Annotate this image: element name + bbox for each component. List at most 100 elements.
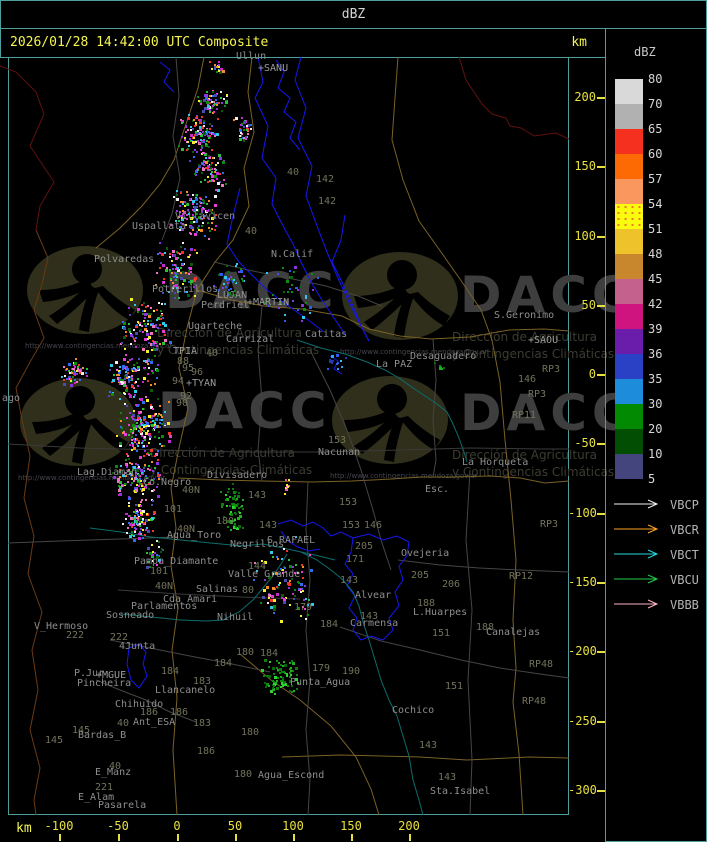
echo-dot (188, 273, 190, 275)
echo-dot (146, 566, 149, 569)
echo-dot (152, 470, 154, 472)
echo-dot (123, 384, 126, 387)
echo-dot (199, 126, 202, 129)
echo-dot (200, 103, 202, 105)
echo-dot (154, 426, 156, 428)
echo-dot (201, 218, 203, 220)
echo-dot (154, 455, 156, 457)
echo-dot (136, 469, 139, 472)
echo-dot (160, 318, 162, 320)
echo-dot (190, 283, 192, 285)
echo-dot (70, 384, 73, 387)
echo-dot (157, 474, 160, 477)
echo-dot (272, 688, 275, 691)
echo-dot (211, 162, 213, 164)
echo-dot (133, 438, 135, 440)
echo-dot (136, 324, 138, 326)
echo-dot (147, 561, 149, 563)
echo-dot (143, 430, 145, 432)
echo-dot (229, 293, 231, 295)
echo-dot (143, 470, 145, 472)
echo-dot (230, 529, 232, 531)
echo-dot (161, 314, 163, 316)
place-label: Uspallata (132, 221, 187, 232)
echo-dot (147, 373, 149, 375)
echo-dot (142, 470, 144, 472)
echo-dot (280, 664, 282, 666)
echo-dot (145, 499, 147, 501)
echo-dot (209, 209, 212, 212)
echo-dot (296, 688, 298, 690)
echo-dot (337, 368, 339, 370)
echo-dot (273, 673, 275, 675)
route-label: RP12 (509, 571, 534, 582)
radar-arrow-icon (614, 549, 659, 559)
echo-dot (212, 95, 214, 97)
echo-dot (301, 564, 303, 566)
echo-dot (185, 272, 187, 274)
echo-dot (186, 214, 188, 216)
echo-dot (289, 668, 291, 670)
route-label: 188 (417, 598, 436, 609)
echo-dot (143, 480, 145, 482)
echo-dot (125, 389, 128, 392)
echo-dot (181, 217, 183, 219)
echo-dot (120, 465, 122, 467)
echo-dot (215, 214, 217, 216)
echo-dot (195, 198, 198, 201)
echo-dot (150, 436, 152, 438)
echo-dot (192, 128, 194, 130)
echo-dot (149, 433, 151, 435)
echo-dot (139, 521, 141, 523)
echo-dot (212, 157, 214, 159)
echo-dot (282, 679, 284, 681)
echo-dot (183, 211, 186, 214)
echo-dot (155, 453, 158, 456)
echo-dot (235, 265, 237, 267)
echo-dot (153, 420, 155, 422)
echo-dot (194, 206, 197, 209)
echo-dot (138, 418, 140, 420)
x-axis-tick (118, 834, 120, 841)
echo-dot (227, 499, 229, 501)
echo-dot (145, 360, 148, 363)
echo-dot (282, 569, 284, 571)
echo-dot (136, 362, 138, 364)
echo-dot (194, 216, 196, 218)
scale-band-label: 39 (648, 322, 663, 336)
echo-dot (205, 97, 208, 100)
echo-dot (137, 481, 139, 483)
place-label: Cda_Amari (163, 594, 218, 605)
echo-dot (120, 381, 123, 384)
echo-dot (158, 478, 160, 480)
echo-dot (152, 560, 154, 562)
echo-dot (128, 434, 130, 436)
echo-dot (275, 572, 278, 575)
echo-dot (284, 314, 286, 316)
echo-dot (276, 556, 278, 558)
echo-dot (282, 685, 284, 687)
echo-dot (289, 270, 291, 272)
place-label: Divisadero (207, 470, 268, 481)
echo-dot (142, 510, 145, 513)
echo-dot (227, 294, 229, 296)
echo-dot (285, 571, 287, 573)
route-label: 179 (312, 663, 331, 674)
echo-dot (182, 223, 184, 225)
echo-dot (230, 521, 233, 524)
echo-dot (204, 153, 207, 156)
echo-dot (137, 519, 139, 521)
station-label: +SAOU (528, 335, 559, 346)
echo-dot (179, 229, 181, 231)
echo-dot (266, 586, 269, 589)
echo-dot (190, 271, 192, 273)
echo-dot (298, 582, 300, 584)
echo-dot (211, 209, 213, 211)
echo-dot (140, 419, 142, 421)
echo-dot (131, 478, 133, 480)
echo-dot (206, 203, 208, 205)
place-label: Lag.Diaman (77, 467, 138, 478)
echo-dot (150, 384, 152, 386)
echo-dot (161, 445, 163, 447)
echo-dot (141, 522, 143, 524)
